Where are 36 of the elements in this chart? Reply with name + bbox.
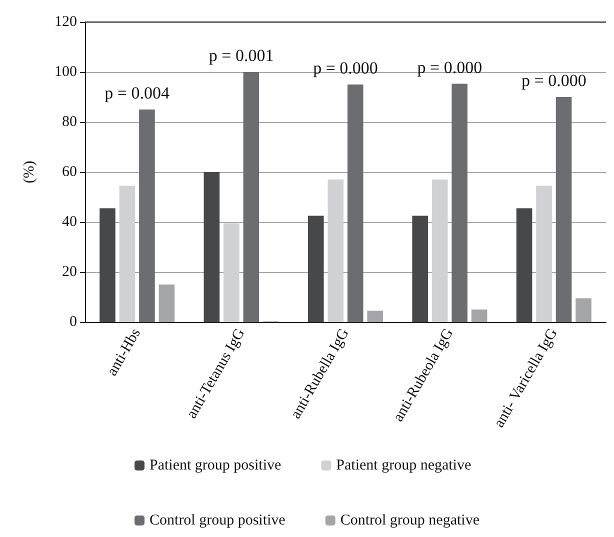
y-axis-title: (%) [22, 160, 38, 184]
bar [158, 284, 175, 322]
y-tick-label: 40 [62, 214, 77, 230]
annotation: p = 0.000 [417, 58, 482, 77]
y-tick-label: 100 [54, 64, 77, 80]
bar [308, 216, 324, 322]
bar [471, 310, 488, 322]
bar [224, 223, 240, 322]
annotation: p = 0.004 [104, 84, 170, 102]
legend-label: Control group positive [150, 512, 286, 528]
bar [432, 180, 448, 322]
bar [243, 72, 260, 322]
legend-label: Patient group negative [336, 458, 472, 474]
bar [119, 186, 136, 322]
y-tick-label: 60 [62, 164, 77, 180]
bar [347, 84, 364, 322]
legend-label: Control group negative [340, 512, 480, 528]
annotation: p = 0.000 [313, 58, 378, 78]
annotation: p = 0.000 [521, 71, 586, 90]
bar [556, 97, 572, 322]
bar [367, 310, 384, 322]
bar [516, 208, 532, 322]
bar [536, 186, 552, 322]
annotation: p = 0.001 [208, 46, 274, 65]
legend-label: Patient group positive [150, 458, 282, 474]
y-tick-label: 0 [70, 314, 77, 330]
bar [100, 208, 116, 322]
y-tick-label: 80 [62, 114, 77, 130]
bar [576, 298, 592, 322]
y-tick-label: 20 [62, 264, 77, 280]
bar [452, 84, 468, 322]
bar [328, 180, 344, 322]
bar [139, 110, 155, 322]
bar [204, 172, 220, 322]
bar [412, 216, 428, 322]
y-tick-label: 120 [54, 14, 77, 30]
